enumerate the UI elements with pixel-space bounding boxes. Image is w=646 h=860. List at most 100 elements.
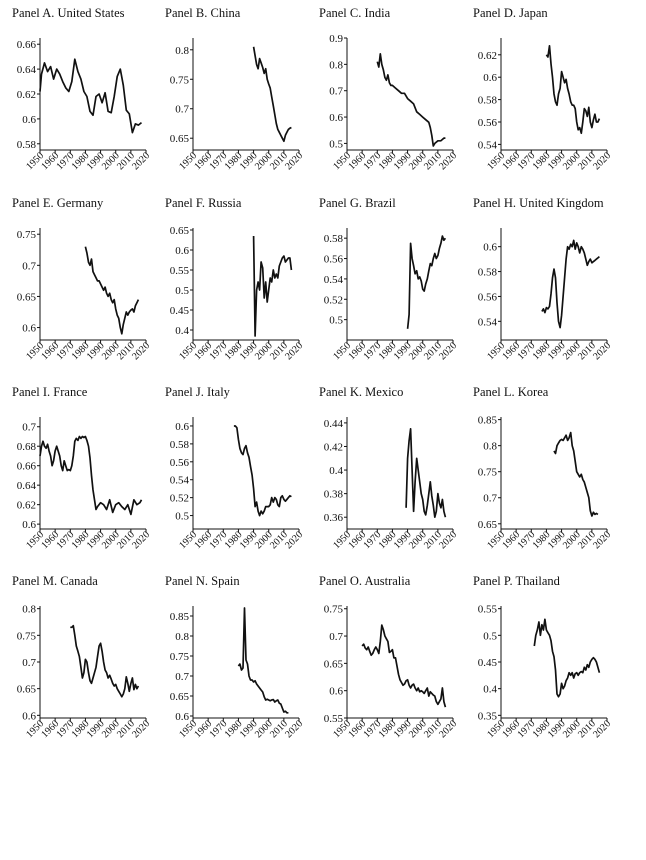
y-tick-label: 0.8 (175, 631, 189, 643)
panel-title: Panel D. Japan (473, 6, 548, 20)
y-tick-label: 0.8 (483, 441, 497, 453)
y-tick-label: 0.58 (478, 95, 498, 107)
panel-title: Panel M. Canada (12, 574, 98, 588)
x-tick-label: 2020 (591, 340, 613, 362)
y-tick-label: 0.6 (329, 112, 343, 124)
panel-title: Panel G. Brazil (319, 196, 396, 210)
panel-title: Panel B. China (165, 6, 241, 20)
y-tick-label: 0.5 (329, 315, 343, 327)
panel-title: Panel A. United States (12, 6, 125, 20)
y-tick-label: 0.6 (175, 421, 189, 433)
series-line (553, 431, 599, 517)
y-tick-label: 0.58 (478, 267, 498, 279)
y-tick-label: 0.65 (170, 691, 190, 703)
chart-panel: Panel L. Korea 0.65 0.7 0.75 0.8 0.85 1950 1960… (461, 385, 613, 565)
panel-title: Panel K. Mexico (319, 385, 404, 399)
y-tick-label: 0.54 (170, 475, 190, 487)
line-chart: 0.60.650.70.750.80.851950196019701980199… (170, 606, 305, 740)
y-tick-label: 0.55 (170, 265, 190, 277)
line-chart: 0.50.60.70.80.91950196019701980199020002… (329, 33, 459, 172)
y-tick-label: 0.7 (175, 671, 189, 683)
y-tick-label: 0.6 (22, 519, 36, 531)
y-tick-label: 0.56 (478, 117, 498, 129)
y-tick-label: 0.6 (175, 711, 189, 723)
series-line (533, 618, 601, 698)
y-tick-label: 0.7 (22, 260, 36, 272)
y-tick-label: 0.66 (17, 39, 37, 51)
y-tick-label: 0.4 (329, 465, 343, 477)
line-chart: 0.60.650.70.750.819501960197019801990200… (17, 604, 152, 741)
y-tick-label: 0.8 (329, 59, 343, 71)
y-tick-label: 0.6 (483, 242, 497, 254)
y-tick-label: 0.66 (17, 461, 37, 473)
line-chart: 0.50.520.540.560.58195019601970198019902… (324, 228, 459, 362)
figure-grid: Panel A. United States 0.58 0.6 0.62 0.64 0.6… (0, 6, 613, 754)
chart-panel: Panel C. India 0.5 0.6 0.7 0.8 0.9 1950 1960 197… (307, 6, 459, 186)
y-tick-label: 0.85 (170, 611, 190, 623)
y-tick-label: 0.75 (170, 74, 190, 86)
y-tick-label: 0.65 (324, 658, 344, 670)
y-tick-label: 0.6 (22, 114, 36, 126)
x-tick-label: 2020 (437, 340, 459, 362)
y-tick-label: 0.62 (17, 500, 36, 512)
line-chart: 0.360.380.40.420.44195019601970198019902… (324, 417, 459, 551)
y-tick-label: 0.58 (17, 139, 37, 151)
y-tick-label: 0.75 (17, 630, 37, 642)
y-tick-label: 0.44 (324, 418, 344, 430)
y-tick-label: 0.5 (175, 285, 189, 297)
y-tick-label: 0.7 (329, 86, 343, 98)
panel-title: Panel I. France (12, 385, 88, 399)
y-tick-label: 0.38 (324, 489, 344, 501)
series-line (361, 624, 447, 708)
y-tick-label: 0.42 (324, 441, 343, 453)
series-line (406, 235, 447, 329)
y-tick-label: 0.5 (483, 630, 497, 642)
panel-title: Panel E. Germany (12, 196, 104, 210)
x-tick-label: 2020 (283, 718, 305, 740)
series-line (252, 235, 293, 337)
chart-panel: Panel M. Canada 0.6 0.65 0.7 0.75 0.8 1950 1960… (0, 574, 152, 754)
series-line (233, 425, 292, 517)
series-line (376, 52, 446, 147)
y-tick-label: 0.85 (478, 415, 498, 427)
x-tick-label: 2020 (283, 150, 305, 172)
chart-panel: Panel F. Russia 0.4 0.45 0.5 0.55 0.6 0.65 1950… (153, 196, 305, 376)
line-chart: 0.60.620.640.660.680.7195019601970198019… (17, 417, 152, 551)
y-tick-label: 0.45 (170, 305, 190, 317)
y-tick-label: 0.6 (22, 323, 36, 335)
y-tick-label: 0.65 (17, 291, 37, 303)
chart-panel: Panel K. Mexico 0.36 0.38 0.4 0.42 0.44 1950 19… (307, 385, 459, 565)
chart-panel: Panel B. China 0.65 0.7 0.75 0.8 1950 1960 1970… (153, 6, 305, 186)
y-tick-label: 0.65 (170, 225, 190, 237)
x-tick-label: 2020 (130, 340, 152, 362)
series-line (39, 58, 143, 134)
y-tick-label: 0.64 (17, 64, 37, 76)
y-tick-label: 0.75 (478, 467, 498, 479)
y-tick-label: 0.6 (22, 710, 36, 722)
x-tick-label: 2020 (591, 718, 613, 740)
y-tick-label: 0.35 (478, 710, 498, 722)
line-chart: 0.580.60.620.640.66195019601970198019902… (17, 38, 152, 172)
series-line (70, 624, 140, 698)
chart-panel: Panel J. Italy 0.5 0.52 0.54 0.56 0.58 0.6 1950… (153, 385, 305, 565)
line-chart: 0.650.70.750.80.851950196019701980199020… (478, 415, 613, 552)
y-tick-label: 0.56 (170, 457, 190, 469)
y-tick-label: 0.7 (483, 493, 497, 505)
x-tick-label: 2020 (130, 150, 152, 172)
y-tick-label: 0.36 (324, 512, 344, 524)
y-tick-label: 0.52 (324, 294, 343, 306)
y-tick-label: 0.6 (175, 245, 189, 257)
chart-panel: Panel O. Australia 0.55 0.6 0.65 0.7 0.75 1950… (307, 574, 459, 754)
y-tick-label: 0.62 (478, 50, 497, 62)
y-tick-label: 0.7 (22, 657, 36, 669)
x-tick-label: 2020 (130, 529, 152, 551)
x-tick-label: 2020 (283, 529, 305, 551)
series-line (39, 435, 143, 516)
line-chart: 0.550.60.650.70.751950196019701980199020… (324, 604, 459, 741)
y-tick-label: 0.45 (478, 657, 498, 669)
y-tick-label: 0.56 (324, 254, 344, 266)
y-tick-label: 0.7 (175, 104, 189, 116)
y-tick-label: 0.52 (170, 493, 189, 505)
y-tick-label: 0.58 (170, 439, 190, 451)
x-tick-label: 2020 (437, 529, 459, 551)
